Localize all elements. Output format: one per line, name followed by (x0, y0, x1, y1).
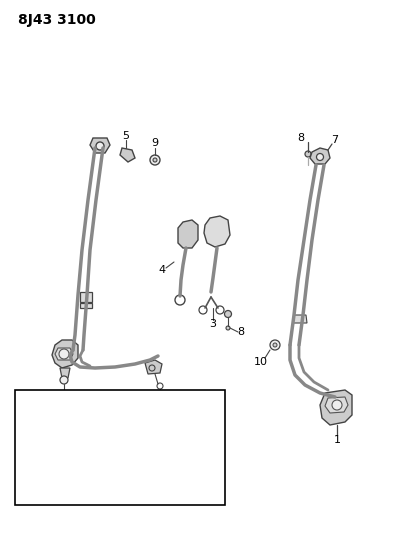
Polygon shape (90, 138, 110, 153)
Circle shape (96, 142, 104, 150)
Polygon shape (120, 148, 135, 162)
Text: 6: 6 (156, 397, 164, 407)
Text: W/ECONOMIC
COMMISSION
OF EUROPE: W/ECONOMIC COMMISSION OF EUROPE (132, 398, 198, 432)
Circle shape (332, 400, 342, 410)
Polygon shape (108, 397, 128, 422)
Text: 3: 3 (209, 319, 217, 329)
Circle shape (273, 343, 277, 347)
Polygon shape (325, 397, 348, 413)
Polygon shape (80, 292, 92, 302)
Polygon shape (52, 340, 78, 368)
Polygon shape (293, 315, 307, 323)
Polygon shape (178, 220, 198, 248)
Polygon shape (310, 148, 330, 164)
Circle shape (270, 340, 280, 350)
Text: 7: 7 (332, 135, 339, 145)
Text: 5: 5 (122, 131, 130, 141)
Circle shape (226, 326, 230, 330)
Text: 8: 8 (297, 133, 304, 143)
Text: 9: 9 (152, 138, 158, 148)
Polygon shape (80, 303, 92, 308)
Text: 11: 11 (78, 440, 90, 450)
Bar (15, 390, 225, 505)
Text: 8J43 3100: 8J43 3100 (18, 13, 96, 27)
Polygon shape (55, 348, 73, 360)
Circle shape (59, 349, 69, 359)
Circle shape (122, 486, 128, 490)
Circle shape (60, 376, 68, 384)
Text: 4: 4 (158, 265, 166, 275)
Polygon shape (204, 216, 230, 247)
Circle shape (150, 155, 160, 165)
Text: 2: 2 (60, 392, 67, 402)
Polygon shape (60, 368, 70, 378)
Text: 8: 8 (237, 327, 245, 337)
Text: 11: 11 (26, 435, 38, 445)
Circle shape (225, 311, 231, 318)
Circle shape (153, 158, 157, 162)
Circle shape (316, 154, 324, 160)
Text: 1: 1 (334, 435, 340, 445)
Text: 10: 10 (254, 357, 268, 367)
Polygon shape (320, 390, 352, 425)
Text: 8: 8 (129, 483, 135, 493)
Polygon shape (145, 360, 162, 374)
Circle shape (305, 151, 311, 157)
Polygon shape (52, 400, 70, 424)
